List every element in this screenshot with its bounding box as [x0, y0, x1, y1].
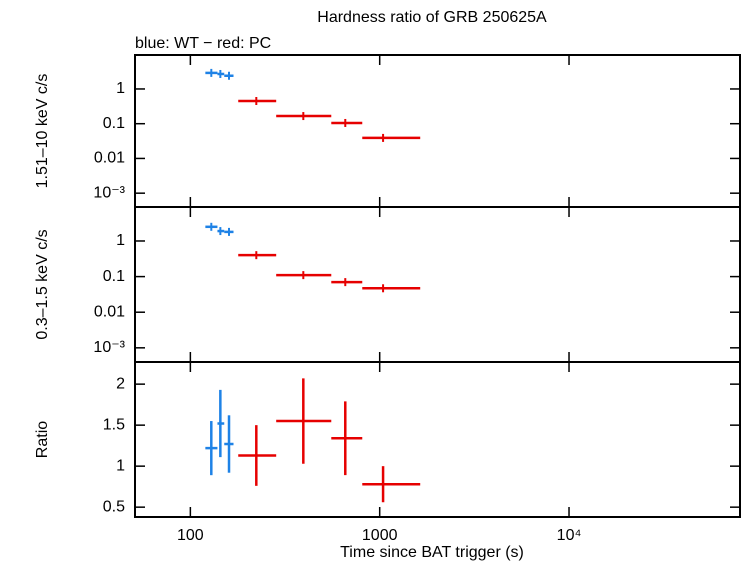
y-tick-label: 1: [116, 457, 125, 474]
y-axis-label: 1.51–10 keV c/s: [34, 74, 51, 189]
y-tick-label: 0.01: [94, 150, 125, 167]
plot-frame: [134, 206, 741, 363]
plot-frame: [134, 361, 741, 518]
y-tick-label: 1: [116, 80, 125, 97]
y-tick-label: 0.5: [103, 498, 125, 515]
chart-subtitle: blue: WT − red: PC: [135, 35, 271, 52]
x-tick-label: 10⁴: [557, 527, 582, 544]
x-axis-label: Time since BAT trigger (s): [340, 544, 524, 561]
plot-frame: [134, 54, 741, 208]
x-tick-label: 1000: [362, 527, 398, 544]
y-axis-label: 0.3–1.5 keV c/s: [34, 229, 51, 339]
y-tick-label: 0.01: [94, 303, 125, 320]
y-tick-label: 2: [116, 375, 125, 392]
chart-title: Hardness ratio of GRB 250625A: [317, 9, 547, 26]
x-tick-label: 100: [177, 527, 204, 544]
y-tick-label: 0.1: [103, 115, 125, 132]
y-tick-label: 1.5: [103, 416, 125, 433]
y-tick-label: 10⁻³: [93, 184, 125, 201]
y-tick-label: 10⁻³: [93, 339, 125, 356]
y-tick-label: 1: [116, 232, 125, 249]
y-tick-label: 0.1: [103, 268, 125, 285]
y-axis-label: Ratio: [34, 421, 51, 458]
